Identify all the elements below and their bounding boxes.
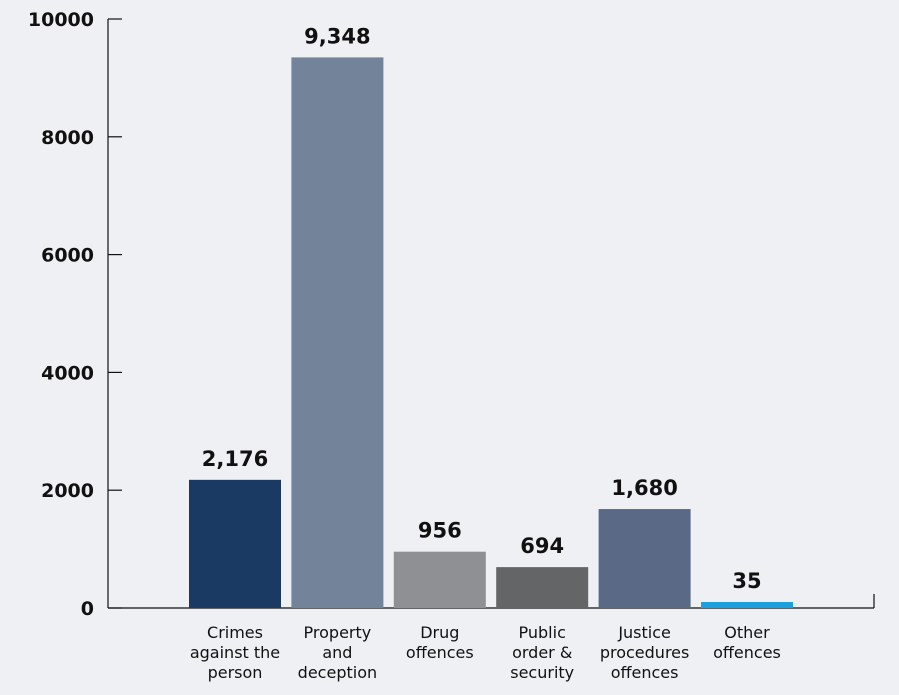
value-label: 9,348 xyxy=(304,24,370,48)
category-label: Drug offences xyxy=(406,623,474,662)
value-label: 35 xyxy=(732,569,761,593)
category-label-line: Public xyxy=(519,623,566,642)
bar xyxy=(189,479,281,608)
category-label-line: Other xyxy=(724,623,770,642)
y-tick-label: 6000 xyxy=(41,245,94,267)
category-label-line: person xyxy=(208,663,263,682)
value-label: 2,176 xyxy=(202,447,268,471)
bar xyxy=(496,567,589,608)
data-labels: 2,176 9,348 956 694 1,680 35 xyxy=(202,24,762,593)
y-tick-label: 10000 xyxy=(28,9,94,31)
y-tick-label: 2000 xyxy=(41,480,94,502)
bars xyxy=(189,57,793,608)
category-label-line: offences xyxy=(611,663,679,682)
category-labels: Crimes against the person Property and decept… xyxy=(190,623,781,682)
category-label-line: Crimes xyxy=(207,623,263,642)
category-label-line: offences xyxy=(713,643,781,662)
category-label-line: Justice xyxy=(617,623,671,642)
category-label-line: procedures xyxy=(600,643,690,662)
category-label: Property and deception xyxy=(298,623,377,682)
y-tick-label: 4000 xyxy=(41,362,94,384)
category-label: Crimes against the person xyxy=(190,623,280,682)
bar xyxy=(701,602,793,608)
category-label-line: offences xyxy=(406,643,474,662)
category-label-line: against the xyxy=(190,643,280,662)
category-label: Other offences xyxy=(713,623,781,662)
y-axis: 0 2000 4000 6000 8000 10000 xyxy=(28,9,122,620)
bar xyxy=(598,509,691,608)
category-label-line: security xyxy=(510,663,574,682)
category-label-line: order & xyxy=(512,643,572,662)
bar xyxy=(291,57,384,608)
value-label: 1,680 xyxy=(611,476,677,500)
y-tick-label: 0 xyxy=(81,598,94,620)
value-label: 956 xyxy=(418,519,462,543)
category-label-line: and xyxy=(322,643,352,662)
category-label: Justice procedures offences xyxy=(600,623,690,682)
category-label-line: Drug xyxy=(420,623,459,642)
category-label-line: deception xyxy=(298,663,377,682)
category-label-line: Property xyxy=(304,623,372,642)
value-label: 694 xyxy=(520,534,564,558)
y-tick-label: 8000 xyxy=(41,127,94,149)
bar xyxy=(393,551,486,608)
category-label: Public order & security xyxy=(510,623,574,682)
